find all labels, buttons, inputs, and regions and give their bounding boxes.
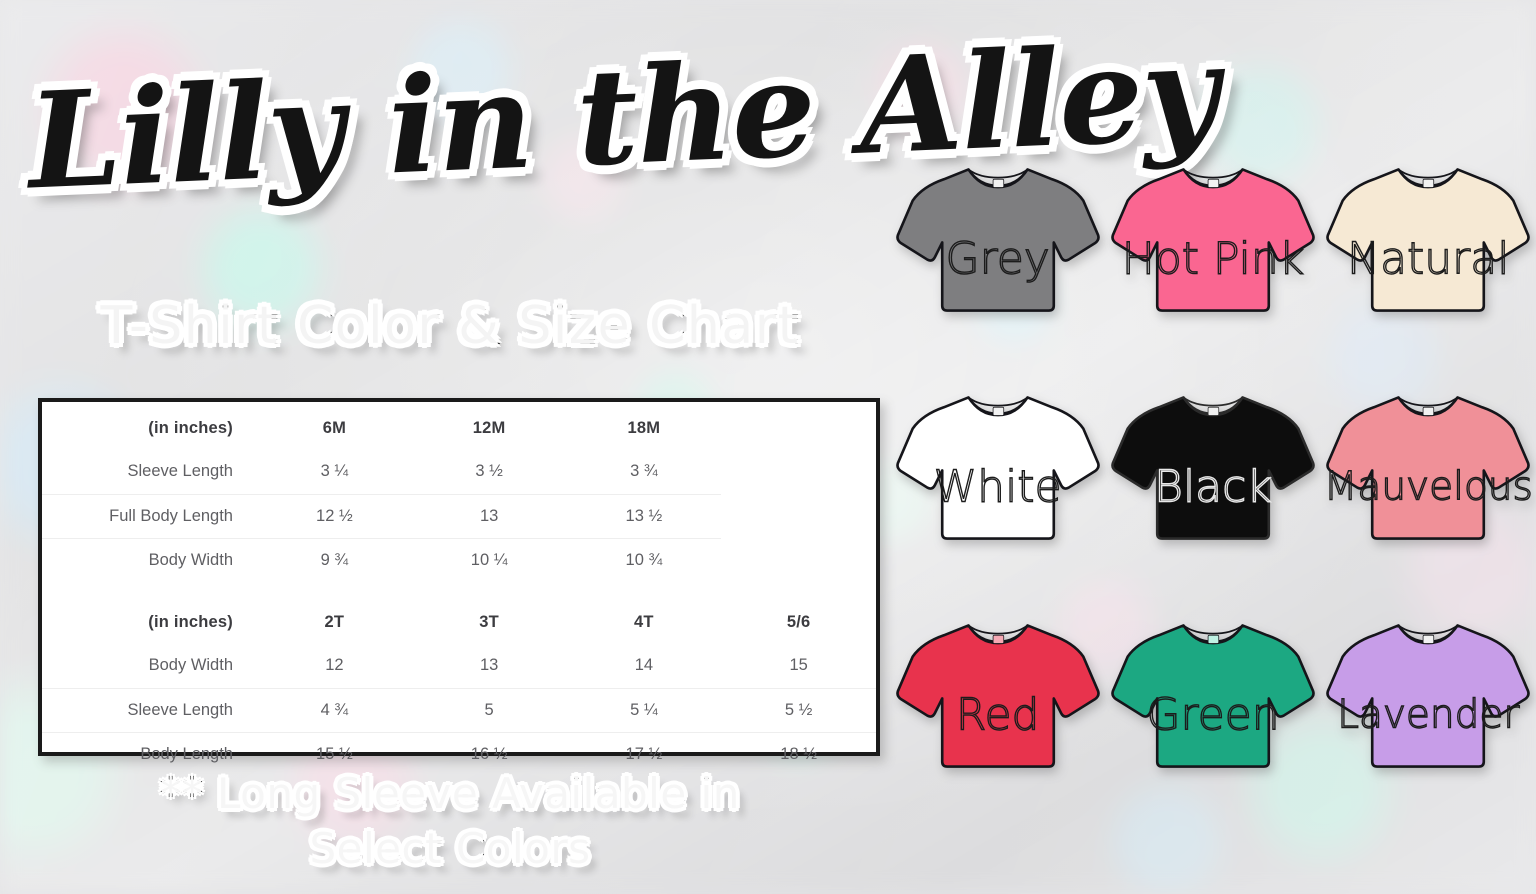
table-header-size-18m: 18M [627, 418, 661, 437]
table-body: Body Width 12 13 14 15 Sleeve Length 4 ¾… [42, 644, 876, 776]
cell-full-body-length-18m: 13 ½ [566, 494, 722, 539]
row-label-body-width: Body Width [42, 644, 257, 689]
table-head: (in inches) 2T 3T 4T 5/6 [42, 600, 876, 644]
row-label-full-body-length: Full Body Length [42, 494, 257, 539]
table-row: Sleeve Length 3 ¼ 3 ½ 3 ¾ [42, 450, 876, 495]
table-header-size-5-6: 5/6 [786, 612, 811, 631]
table-header-size-6m: 6M [322, 418, 347, 437]
cell-body-length-5-6: 18 ½ [780, 744, 817, 763]
cell-full-body-length-12m: 13 [411, 494, 567, 539]
table-row: Body Width 9 ¾ 10 ¼ 10 ¾ [42, 538, 876, 582]
cell-sleeve-length-18m: 3 ¾ [566, 450, 722, 495]
tshirt-icon: Grey [893, 145, 1103, 335]
row-label-sleeve-length: Sleeve Length [42, 450, 257, 495]
table-row: Sleeve Length 4 ¾ 5 5 ¼ 5 ½ [42, 688, 876, 733]
table-header-row: (in inches) 2T 3T 4T 5/6 [42, 600, 876, 644]
footer-note-line-2: Select Colors [308, 823, 591, 874]
table-row: Full Body Length 12 ½ 13 13 ½ [42, 494, 876, 539]
cell-sleeve-length-12m: 3 ½ [411, 450, 567, 495]
shirt-swatch-black[interactable]: Black [1105, 356, 1320, 580]
table-header-size-4t: 4T [634, 612, 654, 631]
tshirt-icon: Mauvelous [1323, 373, 1534, 563]
footer-note: ** Long Sleeve Available in Select Color… [60, 766, 840, 877]
cell-sleeve-length-3t: 5 [411, 688, 567, 733]
cell-body-length-4t: 17 ½ [625, 744, 663, 763]
cell-sleeve-length-4t: 5 ¼ [566, 688, 722, 733]
table-header-size-2t: 2T [324, 612, 345, 631]
cell-body-width-4t: 14 [566, 644, 722, 689]
cell-body-width-2t: 12 [257, 644, 412, 689]
tshirt-icon: Lavender [1323, 601, 1533, 791]
tshirt-icon: Green [1108, 601, 1318, 791]
table-header-units: (in inches) [148, 418, 233, 437]
row-label-body-length: Body Length [140, 744, 233, 763]
size-chart-table-container: (in inches) 6M 12M 18M Sleeve Length 3 ¼… [38, 398, 880, 763]
cell-body-width-3t: 13 [411, 644, 567, 689]
size-table-toddler: (in inches) 2T 3T 4T 5/6 Body Width 12 1… [42, 600, 876, 776]
shirt-swatch-green[interactable]: Green [1105, 584, 1320, 808]
table-header-row: (in inches) 6M 12M 18M [42, 406, 876, 450]
row-label-sleeve-length: Sleeve Length [42, 688, 257, 733]
cell-sleeve-length-5-6: 5 ½ [721, 688, 876, 733]
shirt-swatch-red[interactable]: Red [890, 584, 1105, 808]
cell-body-width-6m: 9 ¾ [320, 550, 349, 569]
row-label-body-width: Body Width [148, 550, 233, 569]
shirt-swatch-natural[interactable]: Natural [1321, 128, 1536, 352]
tshirt-icon: Hot Pink [1108, 145, 1318, 335]
shirt-swatch-hot-pink[interactable]: Hot Pink [1105, 128, 1320, 352]
table-header-size-3t: 3T [479, 612, 499, 631]
cell-sleeve-length-6m: 3 ¼ [257, 450, 412, 495]
cell-sleeve-length-empty [721, 450, 876, 494]
table-header-units: (in inches) [148, 612, 233, 631]
shirt-color-grid: GreyHot PinkNatural WhiteBlackMauvelous Re… [890, 128, 1536, 808]
cell-body-width-5-6: 15 [721, 644, 876, 689]
shirt-swatch-white[interactable]: White [890, 356, 1105, 580]
cell-full-body-length-empty [721, 494, 876, 538]
cell-body-length-3t: 16 ½ [470, 744, 508, 763]
size-table-infant: (in inches) 6M 12M 18M Sleeve Length 3 ¼… [42, 406, 876, 582]
table-head: (in inches) 6M 12M 18M [42, 406, 876, 450]
page-title: T-Shirt Color & Size Chart [99, 295, 800, 358]
tshirt-icon: Natural [1323, 145, 1533, 335]
table-header-size-12m: 12M [472, 418, 506, 437]
table-header-empty [721, 406, 876, 450]
brand-logo-text: Lilly in the Alley [25, 14, 1221, 220]
tshirt-icon: White [893, 373, 1103, 563]
cell-body-length-2t: 15 ½ [316, 744, 353, 763]
cell-body-width-empty [721, 538, 876, 582]
shirt-swatch-grey[interactable]: Grey [890, 128, 1105, 352]
table-row: Body Width 12 13 14 15 [42, 644, 876, 689]
left-panel: Lilly in the Alley T-Shirt Color & Size … [25, 14, 1221, 877]
shirt-swatch-mauvelous[interactable]: Mauvelous [1321, 356, 1536, 580]
tshirt-icon: Red [893, 601, 1103, 791]
tshirt-icon: Black [1108, 373, 1318, 563]
table-separator [42, 582, 876, 600]
shirt-swatch-lavender[interactable]: Lavender [1321, 584, 1536, 808]
cell-full-body-length-6m: 12 ½ [257, 494, 412, 539]
footer-note-line-1: ** Long Sleeve Available in [159, 768, 740, 819]
cell-body-width-12m: 10 ¼ [470, 550, 508, 569]
cell-sleeve-length-2t: 4 ¾ [257, 688, 412, 733]
table-row: Body Length 15 ½ 16 ½ 17 ½ 18 ½ [42, 732, 876, 776]
cell-body-width-18m: 10 ¾ [625, 550, 663, 569]
table-body: Sleeve Length 3 ¼ 3 ½ 3 ¾ Full Body Leng… [42, 450, 876, 582]
